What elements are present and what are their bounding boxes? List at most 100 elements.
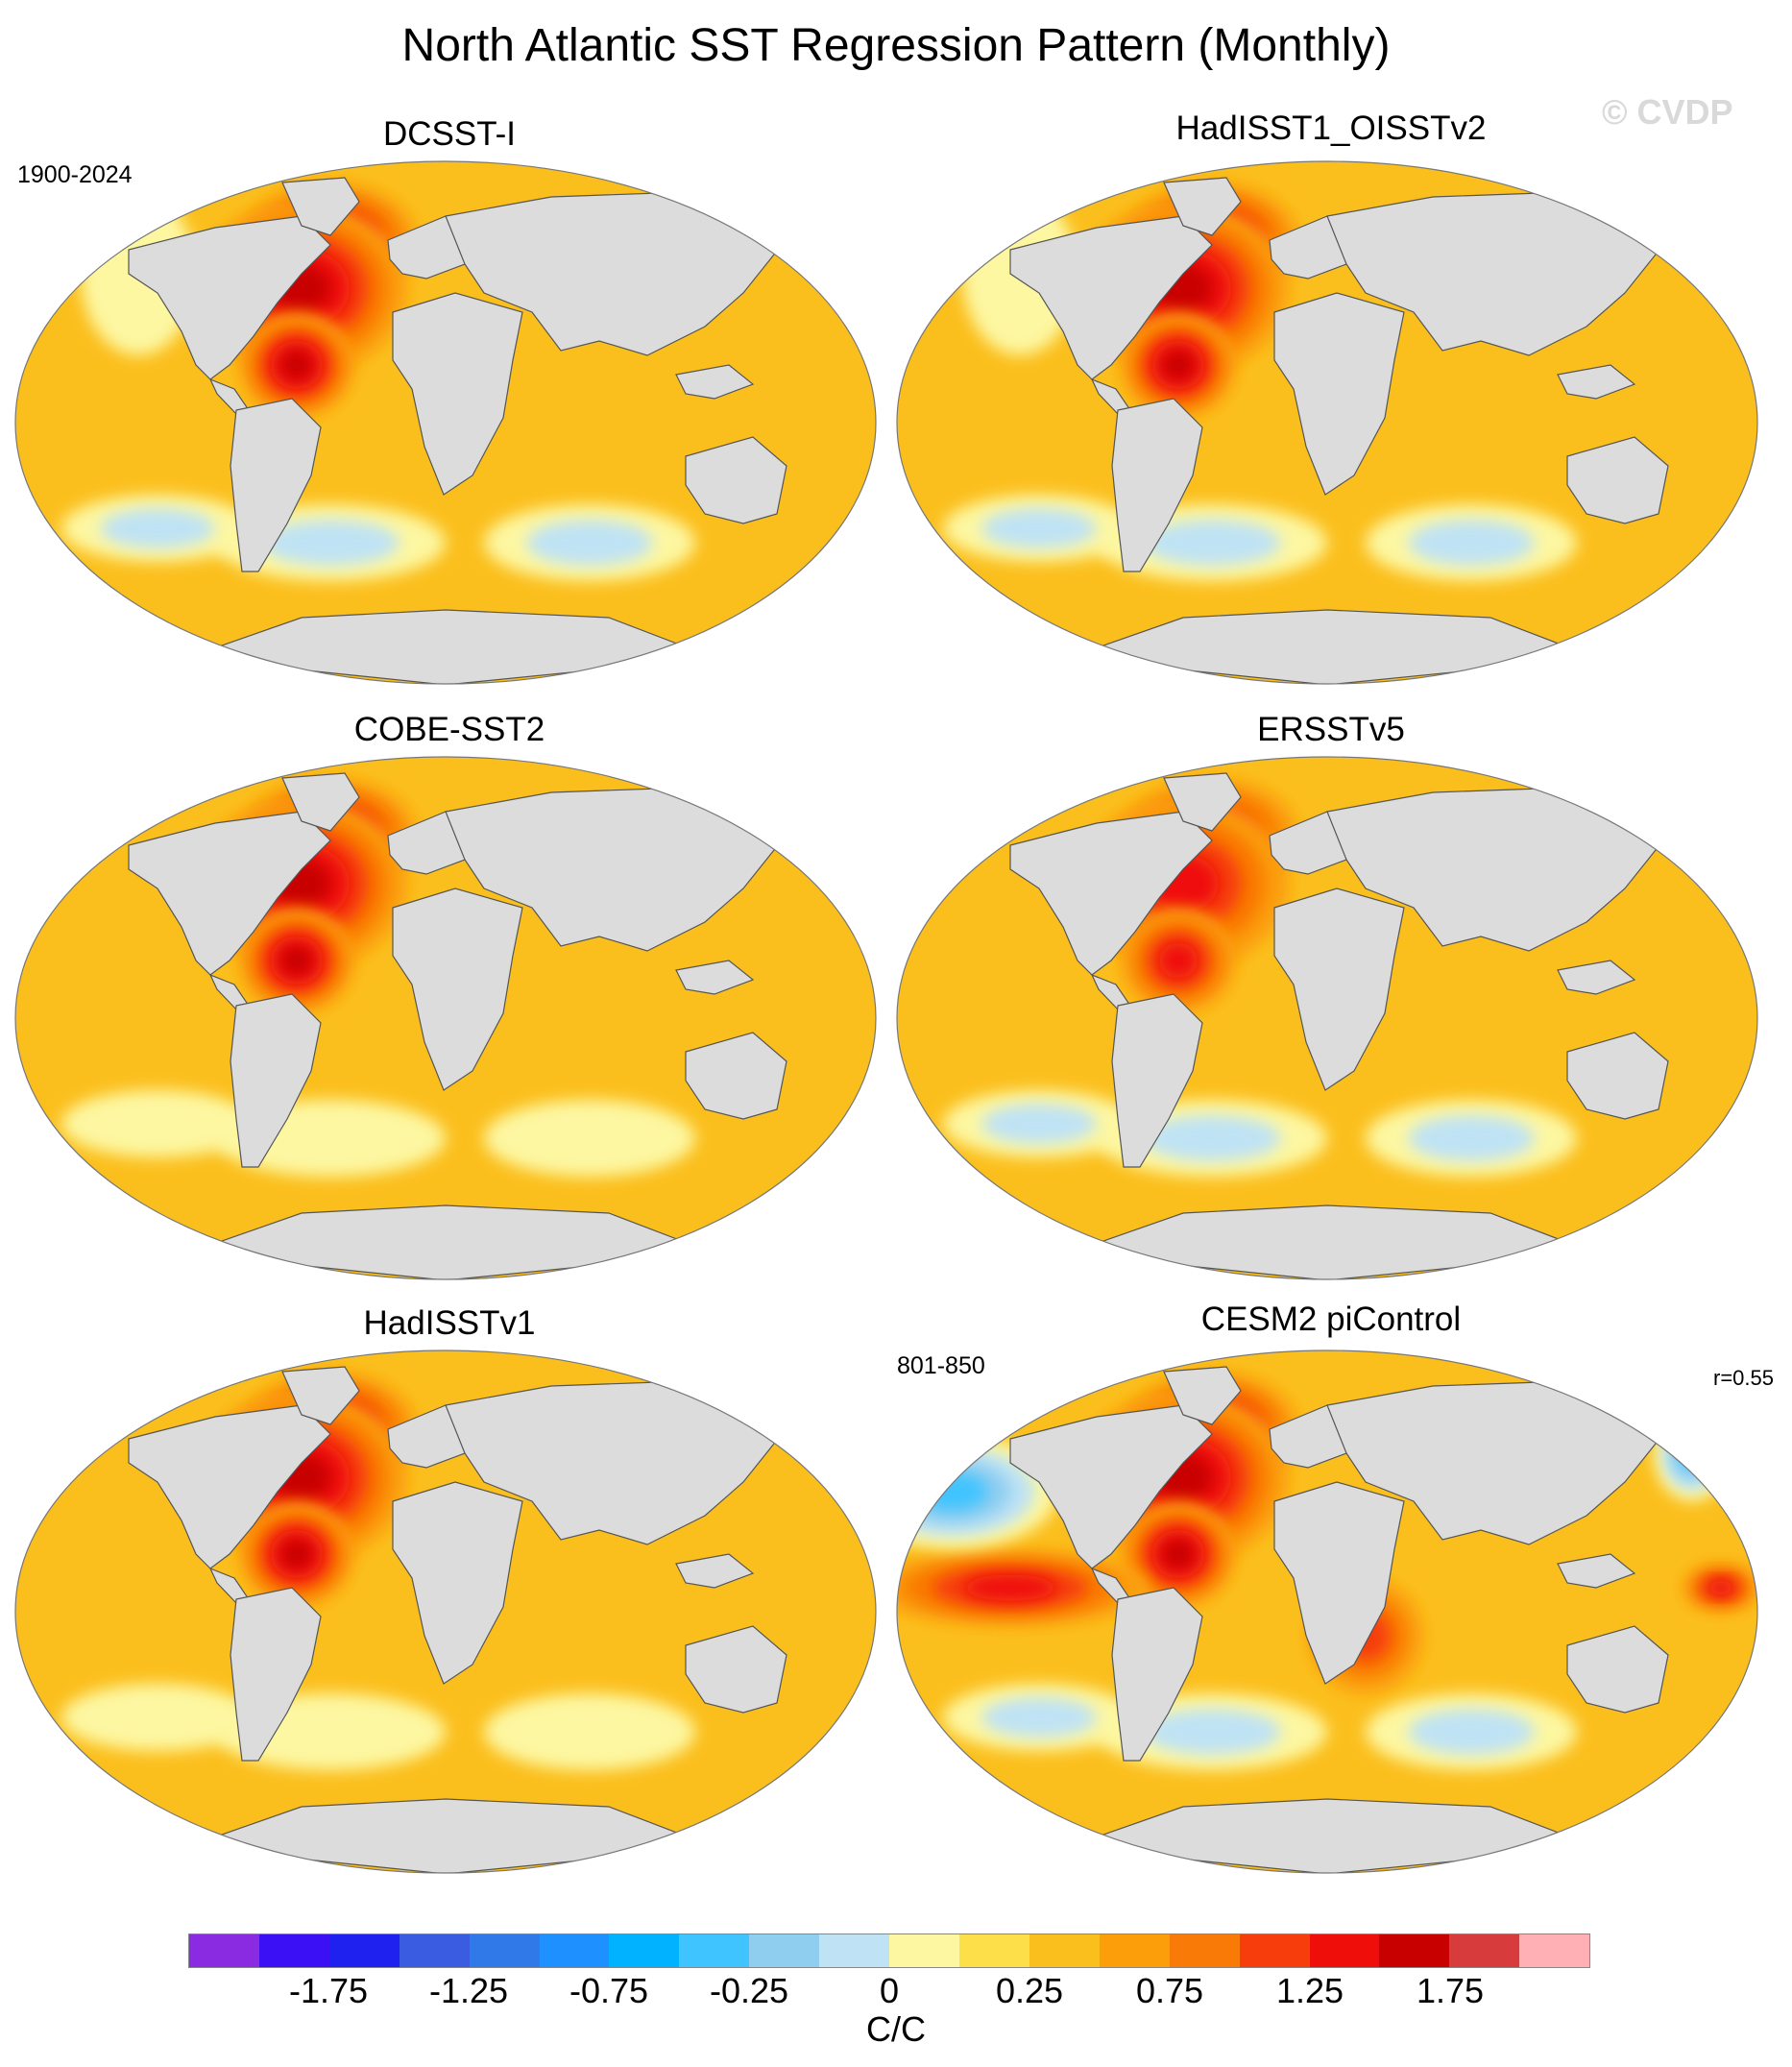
- map-border: [14, 1350, 877, 1874]
- cool-anomaly-southern-ocean: [1143, 520, 1281, 566]
- warm-anomaly-north-atlantic: [280, 1540, 313, 1568]
- map-border: [14, 756, 877, 1280]
- colorbar-swatch: [609, 1934, 680, 1967]
- colorbar-swatch: [889, 1934, 959, 1967]
- cool-anomaly-southern-ocean: [981, 508, 1097, 548]
- colorbar-swatch: [679, 1934, 750, 1967]
- land-mass: [685, 1625, 787, 1714]
- colorbar-tick-label: 0.25: [995, 1971, 1064, 2010]
- cool-anomaly-southern-ocean: [1408, 1709, 1535, 1755]
- land-mass: [281, 1366, 360, 1425]
- map-panel-cesm2-picontrol: [896, 1350, 1758, 1874]
- colorbar-swatch: [1449, 1934, 1520, 1967]
- land-mass: [1163, 1366, 1242, 1425]
- land-mass: [392, 1481, 523, 1685]
- cool-anomaly-southern-ocean: [1143, 1709, 1281, 1755]
- land-mass: [1111, 993, 1203, 1168]
- land-mass: [1067, 1204, 1597, 1279]
- period-annotation-dcsst-i: 1900-2024: [17, 161, 133, 188]
- colorbar-tick-label: 1.75: [1416, 1971, 1485, 2010]
- colorbar-swatch: [189, 1934, 259, 1967]
- colorbar: [188, 1933, 1590, 1968]
- correlation-annotation-cesm2: r=0.55: [1713, 1366, 1774, 1390]
- map-panel-cobe-sst2: [14, 756, 877, 1280]
- land-mass: [1111, 1587, 1203, 1762]
- colorbar-tick-label: 1.25: [1275, 1971, 1344, 2010]
- cool-anomaly-southern-ocean: [484, 1693, 695, 1770]
- colorbar-swatch: [1169, 1934, 1240, 1967]
- cool-anomaly-southern-ocean: [484, 1100, 695, 1177]
- land-mass: [1067, 1798, 1597, 1873]
- warm-anomaly-tropical-pacific: [1707, 1579, 1734, 1596]
- land-mass: [675, 1553, 755, 1589]
- panel-title-hadisstv1: HadISSTv1: [363, 1304, 536, 1342]
- land-mass: [281, 772, 360, 832]
- land-mass: [1067, 609, 1597, 684]
- cool-anomaly-southern-ocean: [100, 508, 215, 548]
- cool-anomaly-southern-ocean: [261, 520, 400, 566]
- warm-anomaly-north-atlantic: [280, 351, 313, 379]
- cool-anomaly-north-pacific-west: [917, 1472, 988, 1511]
- panel-title-hadisst1-oisstv2: HadISST1_OISSTv2: [1175, 109, 1487, 147]
- land-mass: [1163, 177, 1242, 236]
- land-mass: [230, 398, 322, 572]
- cool-anomaly-southern-ocean: [526, 520, 653, 566]
- colorbar-swatch: [328, 1934, 400, 1967]
- warm-anomaly-tropical-pacific: [963, 1574, 1057, 1601]
- land-mass: [1566, 1032, 1669, 1120]
- land-mass: [685, 1032, 787, 1120]
- land-mass: [675, 960, 755, 995]
- cool-anomaly-southern-ocean: [1408, 520, 1535, 566]
- colorbar-units: C/C: [866, 2009, 926, 2049]
- land-mass: [1566, 436, 1669, 524]
- colorbar-swatch: [1099, 1934, 1170, 1967]
- land-mass: [230, 993, 322, 1168]
- cool-anomaly-southern-ocean: [61, 1684, 254, 1751]
- map-panel-hadisstv1: [14, 1350, 877, 1874]
- colorbar-swatch: [1239, 1934, 1310, 1967]
- map-border: [896, 1350, 1758, 1874]
- warm-anomaly-north-atlantic: [1159, 942, 1198, 979]
- land-mass: [1163, 772, 1242, 832]
- land-mass: [685, 436, 787, 524]
- warm-anomaly-north-atlantic: [280, 946, 313, 975]
- panel-title-cesm2-picontrol: CESM2 piControl: [1200, 1301, 1462, 1338]
- land-mass: [1111, 398, 1203, 572]
- land-mass: [392, 888, 523, 1091]
- land-mass: [675, 364, 755, 400]
- land-mass: [1273, 292, 1405, 496]
- map-border: [896, 160, 1758, 685]
- land-mass: [1557, 960, 1636, 995]
- map-border: [896, 756, 1758, 1280]
- colorbar-swatch: [819, 1934, 890, 1967]
- colorbar-swatch: [258, 1934, 329, 1967]
- land-mass: [1273, 1481, 1405, 1685]
- figure-title: North Atlantic SST Regression Pattern (M…: [401, 20, 1391, 71]
- land-mass: [1557, 1553, 1636, 1589]
- cool-anomaly-southern-ocean: [1408, 1115, 1535, 1161]
- warm-anomaly-north-atlantic: [1162, 1540, 1195, 1568]
- colorbar-tick-label: 0.75: [1135, 1971, 1204, 2010]
- period-annotation-cesm2: 801-850: [897, 1352, 985, 1379]
- watermark: © CVDP: [1602, 92, 1733, 132]
- map-panel-ersstv5: [896, 756, 1758, 1280]
- colorbar-swatch: [539, 1934, 610, 1967]
- cool-anomaly-southern-ocean: [1143, 1115, 1281, 1161]
- land-mass: [185, 1204, 715, 1279]
- cool-anomaly-southern-ocean: [61, 1090, 254, 1157]
- colorbar-swatch: [1519, 1934, 1590, 1967]
- land-mass: [281, 177, 360, 236]
- panel-title-cobe-sst2: COBE-SST2: [353, 711, 545, 748]
- land-mass: [230, 1587, 322, 1762]
- colorbar-swatch: [399, 1934, 470, 1967]
- map-panel-dcsst-i: [14, 160, 877, 685]
- cool-anomaly-southern-ocean: [981, 1697, 1097, 1738]
- colorbar-tick-label: -0.75: [569, 1971, 649, 2010]
- panel-title-ersstv5: ERSSTv5: [1257, 711, 1405, 748]
- colorbar-swatch: [1379, 1934, 1450, 1967]
- colorbar-swatch: [469, 1934, 540, 1967]
- colorbar-tick-label: -1.75: [288, 1971, 369, 2010]
- panel-title-dcsst-i: DCSST-I: [382, 115, 517, 153]
- map-panel-hadisst1-oisstv2: [896, 160, 1758, 685]
- cool-anomaly-north-pacific-west: [1670, 1426, 1714, 1480]
